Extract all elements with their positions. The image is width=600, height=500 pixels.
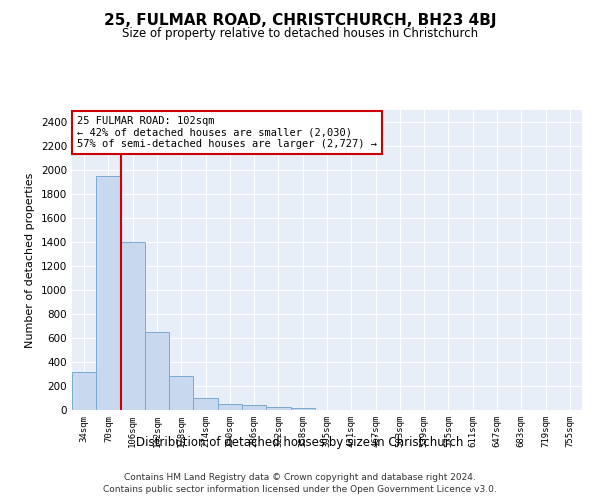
Bar — [169, 376, 193, 410]
Bar — [290, 408, 315, 410]
Text: Distribution of detached houses by size in Christchurch: Distribution of detached houses by size … — [136, 436, 464, 449]
Text: 25 FULMAR ROAD: 102sqm
← 42% of detached houses are smaller (2,030)
57% of semi-: 25 FULMAR ROAD: 102sqm ← 42% of detached… — [77, 116, 377, 149]
Bar — [96, 176, 121, 410]
Bar — [145, 332, 169, 410]
Text: 25, FULMAR ROAD, CHRISTCHURCH, BH23 4BJ: 25, FULMAR ROAD, CHRISTCHURCH, BH23 4BJ — [104, 12, 496, 28]
Text: Contains public sector information licensed under the Open Government Licence v3: Contains public sector information licen… — [103, 486, 497, 494]
Bar — [72, 372, 96, 410]
Bar — [218, 404, 242, 410]
Bar — [242, 405, 266, 410]
Bar — [121, 242, 145, 410]
Bar — [266, 407, 290, 410]
Text: Size of property relative to detached houses in Christchurch: Size of property relative to detached ho… — [122, 28, 478, 40]
Text: Contains HM Land Registry data © Crown copyright and database right 2024.: Contains HM Land Registry data © Crown c… — [124, 473, 476, 482]
Bar — [193, 398, 218, 410]
Y-axis label: Number of detached properties: Number of detached properties — [25, 172, 35, 348]
